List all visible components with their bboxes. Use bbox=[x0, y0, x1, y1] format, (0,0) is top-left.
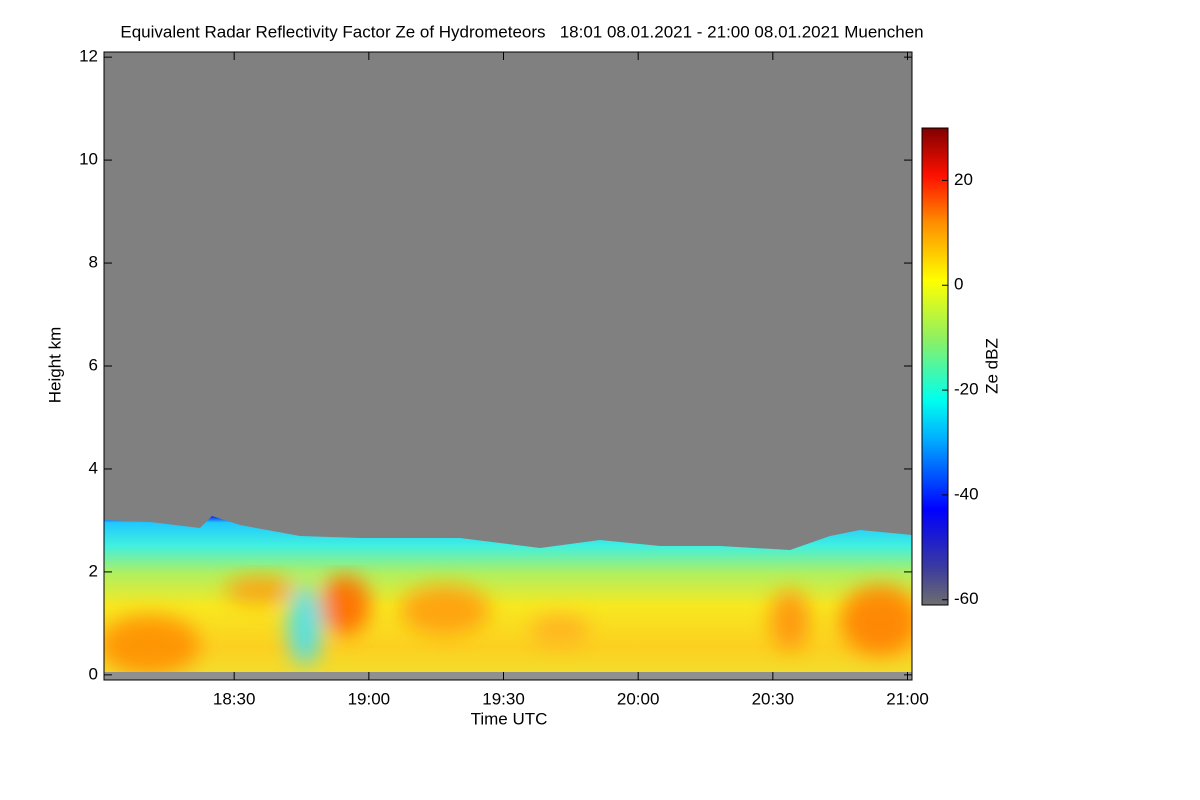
colorbar-tick-label: -60 bbox=[954, 589, 979, 608]
colorbar-label: Ze dBZ bbox=[982, 338, 1001, 394]
ground bbox=[104, 672, 912, 680]
y-tick-label: 4 bbox=[89, 458, 98, 477]
colorbar-tick-label: 0 bbox=[954, 275, 963, 294]
heatmap bbox=[104, 52, 912, 680]
x-tick-label: 19:00 bbox=[348, 689, 391, 708]
chart-title: Equivalent Radar Reflectivity Factor Ze … bbox=[120, 22, 923, 41]
y-axis-label: Height km bbox=[45, 327, 64, 404]
x-tick-label: 21:00 bbox=[886, 689, 929, 708]
y-tick-label: 2 bbox=[89, 561, 98, 580]
y-tick-label: 10 bbox=[79, 150, 98, 169]
y-tick-label: 8 bbox=[89, 253, 98, 272]
colorbar-tick-label: -20 bbox=[954, 380, 979, 399]
x-axis-label: Time UTC bbox=[471, 709, 548, 728]
core bbox=[104, 575, 912, 675]
x-tick-label: 20:30 bbox=[752, 689, 795, 708]
x-tick-label: 20:00 bbox=[617, 689, 660, 708]
colorbar-tick-label: 20 bbox=[954, 170, 973, 189]
y-tick-label: 12 bbox=[79, 47, 98, 66]
x-tick-label: 19:30 bbox=[482, 689, 525, 708]
colorbar-tick-label: -40 bbox=[954, 484, 979, 503]
y-tick-label: 6 bbox=[89, 355, 98, 374]
y-tick-label: 0 bbox=[89, 664, 98, 683]
colorbar bbox=[921, 127, 949, 606]
x-tick-label: 18:30 bbox=[213, 689, 256, 708]
